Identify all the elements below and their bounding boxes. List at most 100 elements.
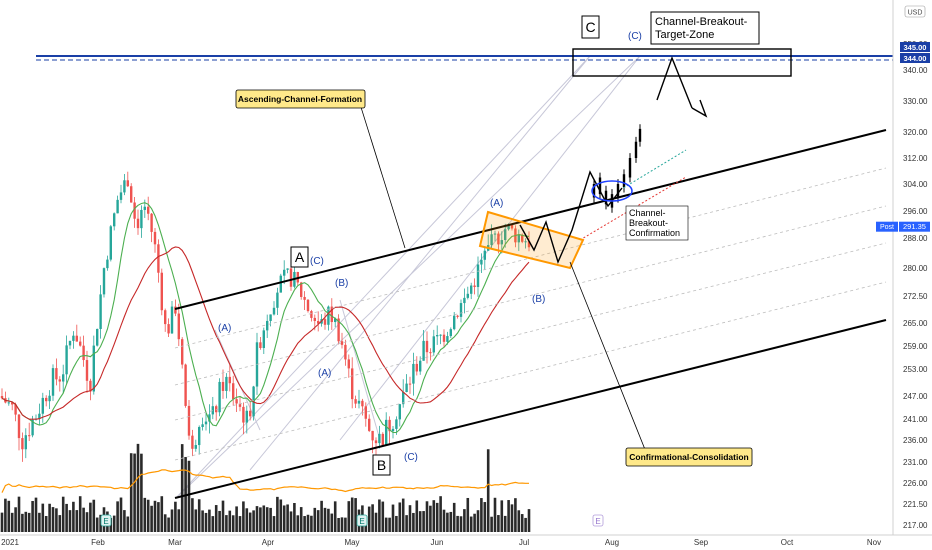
volume-bar: [289, 511, 293, 532]
volume-bar: [112, 515, 116, 532]
volume-bar: [82, 507, 85, 532]
candle-body: [119, 192, 123, 200]
currency-badge[interactable]: [904, 5, 926, 18]
price-badge: [900, 42, 930, 52]
volume-bar: [187, 460, 191, 532]
last-price-label: 291.35: [903, 222, 926, 231]
candle-body: [473, 285, 476, 288]
volume-bar: [517, 510, 521, 532]
volume-bar: [507, 500, 510, 532]
volume-bar: [391, 504, 395, 532]
x-tick-label: Oct: [781, 538, 794, 547]
earnings-marker-jul[interactable]: E: [592, 514, 604, 527]
consolidation-callout-pointer: [569, 261, 647, 453]
volume-bar: [140, 453, 143, 532]
candle-body: [446, 336, 449, 342]
candle-body: [11, 402, 14, 405]
candle-body: [65, 345, 68, 375]
candle-body: [415, 363, 418, 372]
volume-bar: [126, 516, 130, 532]
volume-bar: [51, 507, 55, 532]
target-label-box: [650, 11, 760, 45]
candle-body: [136, 218, 140, 229]
volume-bar: [469, 516, 473, 532]
volume-bar: [306, 514, 310, 532]
volume-bar: [415, 500, 419, 532]
candle-body: [96, 328, 99, 346]
volume-bar: [344, 517, 347, 532]
candle-body: [170, 306, 174, 334]
candle-body: [24, 435, 27, 450]
volume-bar: [340, 517, 344, 532]
volume-bar: [500, 500, 504, 532]
candle-body: [72, 335, 75, 341]
sub-wave-A-jun: (A): [490, 198, 503, 209]
volume-bar: [78, 496, 82, 532]
earnings-marker-may[interactable]: E: [356, 514, 368, 527]
y-tick-label: 253.00: [903, 365, 928, 374]
volume-bar: [259, 507, 262, 532]
volume-bar: [252, 510, 255, 532]
candle-body: [109, 226, 112, 260]
candle-body: [412, 363, 415, 384]
candle-body: [419, 360, 422, 372]
y-tick-label: 217.00: [903, 521, 928, 530]
candle-body: [507, 224, 510, 230]
candle-body: [208, 414, 211, 422]
volume-bar: [153, 500, 157, 532]
candle-body: [14, 404, 17, 415]
svg-text:E: E: [103, 517, 108, 526]
candle-body: [480, 259, 483, 265]
channel-upper-line: [174, 129, 887, 310]
volume-bar: [221, 500, 225, 532]
volume-bar: [466, 497, 470, 532]
volume-bars: [0, 443, 531, 532]
target-label: Channel-Breakout-Target-Zone: [655, 16, 748, 41]
candle-body: [436, 335, 439, 337]
projected-candle-body: [616, 184, 620, 198]
volume-bar: [422, 511, 425, 532]
breakout-label: Channel-Breakout-Confirmation: [629, 208, 680, 238]
candle-body: [82, 345, 85, 361]
candle-body: [398, 404, 401, 420]
price-badge: [900, 53, 930, 63]
volume-bar: [174, 501, 177, 532]
earnings-marker-feb[interactable]: E: [100, 514, 112, 527]
candle-body: [55, 368, 58, 380]
volume-bar: [191, 498, 194, 532]
candle-body: [164, 310, 167, 325]
volume-bar: [4, 498, 7, 532]
x-tick-label: Jul: [519, 538, 529, 547]
breakout-label-box: [625, 205, 689, 241]
volume-bar: [350, 497, 354, 532]
candle-body: [0, 396, 4, 399]
candle-body: [45, 397, 48, 402]
candle-body: [215, 406, 218, 413]
x-tick-label: 2021: [1, 538, 19, 547]
candle-body: [157, 244, 160, 273]
x-axis-ticks: 2021 Feb Mar Apr May Jun Jul Aug Sep Oct Nov: [1, 538, 881, 547]
sub-wave-C-target: (C): [628, 31, 642, 42]
volume-bar: [38, 512, 41, 532]
price-badge-label: 345.00: [904, 43, 927, 52]
volume-bar: [429, 505, 432, 532]
candle-body: [381, 433, 384, 446]
candle-body: [402, 392, 405, 405]
volume-bar: [146, 499, 150, 532]
candle-body: [449, 329, 452, 337]
volume-bar: [473, 513, 476, 532]
candle-body: [150, 213, 153, 232]
volume-bar: [323, 507, 327, 532]
candle-body: [306, 299, 310, 312]
candle-body: [374, 440, 378, 444]
candle-body: [334, 318, 337, 323]
consolidation-box: [478, 210, 585, 270]
post-badge: [876, 221, 898, 232]
candle-body: [483, 250, 486, 260]
volume-bar: [384, 517, 388, 532]
candle-body: [361, 400, 364, 407]
volume-bar: [327, 508, 330, 532]
candle-body: [228, 376, 231, 384]
y-tick-label: 241.00: [903, 415, 928, 424]
